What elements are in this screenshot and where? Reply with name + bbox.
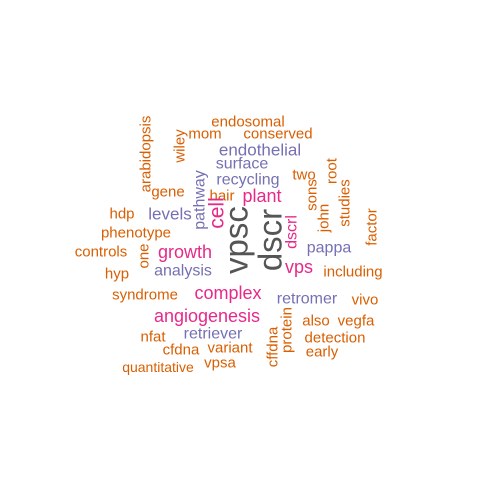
word-hdp: hdp	[109, 206, 134, 223]
word-detection: detection	[305, 330, 366, 347]
word-complex: complex	[194, 283, 261, 303]
word-wiley: wiley	[172, 129, 189, 164]
word-dscr: dscr	[252, 209, 289, 271]
word-pathway: pathway	[192, 170, 209, 230]
word-controls: controls	[75, 244, 128, 261]
word-growth: growth	[158, 242, 212, 262]
word-also: also	[302, 313, 330, 330]
word-endosomal: endosomal	[211, 114, 284, 131]
word-syndrome: syndrome	[112, 287, 178, 304]
word-john: john	[316, 204, 333, 233]
word-vpsa: vpsa	[204, 355, 236, 372]
word-hair: hair	[209, 188, 234, 205]
word-arabidopsis: arabidopsis	[138, 116, 155, 193]
word-retriever: retriever	[184, 326, 243, 343]
word-nfat: nfat	[140, 329, 166, 346]
word-variant: variant	[207, 340, 253, 357]
word-studies: studies	[337, 179, 354, 227]
word-factor: factor	[364, 208, 381, 246]
word-analysis: analysis	[154, 263, 212, 280]
word-retromer: retromer	[277, 291, 338, 308]
word-cffdna: cffdna	[265, 326, 282, 367]
word-sons: sons	[304, 179, 321, 211]
word-conserved: conserved	[243, 126, 312, 143]
word-levels: levels	[148, 205, 191, 224]
word-endothelial: endothelial	[219, 141, 301, 160]
word-hyp: hyp	[105, 266, 129, 283]
word-vivo: vivo	[352, 292, 379, 309]
word-one: one	[136, 243, 153, 268]
word-vpsc: vpsc	[218, 206, 255, 274]
word-phenotype: phenotype	[101, 225, 171, 242]
word-including: including	[323, 264, 382, 281]
word-pappa: pappa	[307, 240, 352, 257]
word-vegfa: vegfa	[338, 313, 375, 330]
word-two: two	[292, 167, 315, 184]
word-mom: mom	[188, 126, 221, 143]
word-angiogenesis: angiogenesis	[154, 306, 260, 326]
word-plant: plant	[242, 186, 281, 206]
word-surface: surface	[216, 156, 269, 173]
word-quantitative: quantitative	[122, 359, 194, 375]
word-early: early	[306, 344, 339, 361]
word-vps: vps	[285, 257, 313, 277]
word-cfdna: cfdna	[163, 342, 200, 359]
word-protein: protein	[279, 307, 296, 353]
word-dscrl: dscrl	[284, 215, 301, 249]
word-cell: cell	[206, 197, 229, 229]
word-recycling: recycling	[216, 172, 279, 189]
word-gene: gene	[151, 184, 184, 201]
word-root: root	[324, 157, 341, 184]
